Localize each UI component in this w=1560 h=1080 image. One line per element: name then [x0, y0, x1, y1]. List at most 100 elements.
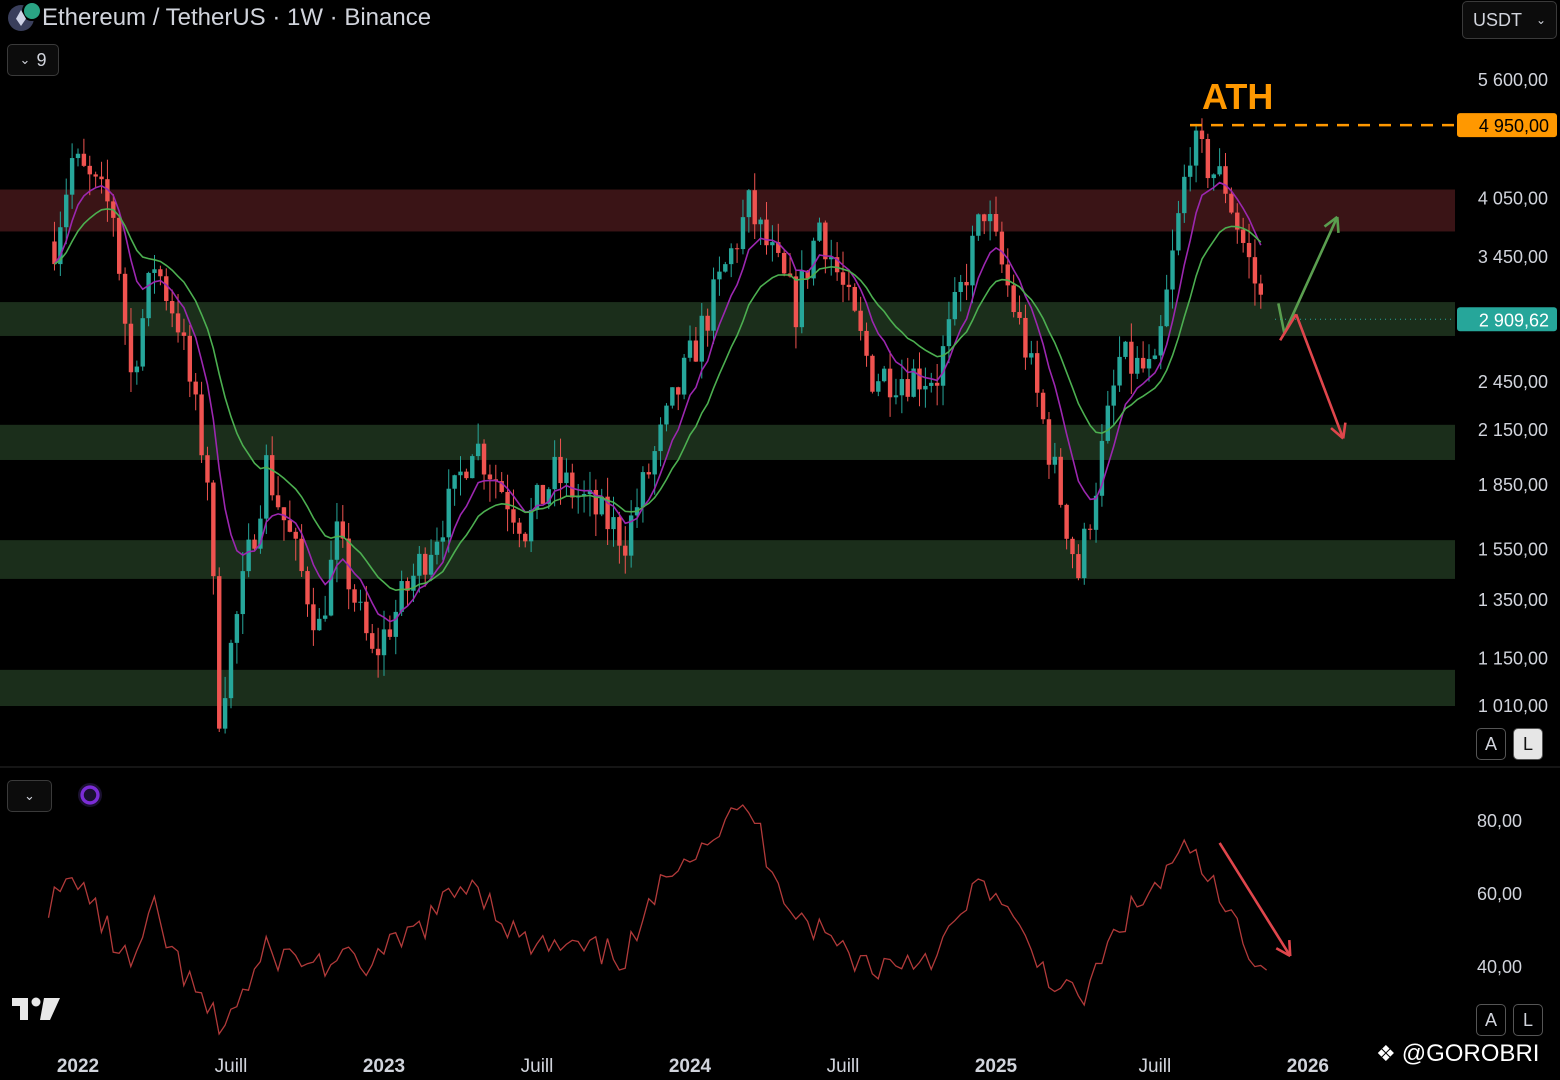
tradingview-logo-icon — [12, 997, 60, 1020]
candle — [305, 566, 310, 617]
candle — [281, 507, 287, 541]
candle — [740, 199, 746, 255]
candle — [699, 303, 704, 379]
candle-body — [1152, 355, 1158, 359]
bearish-projection-arrow-head — [1341, 422, 1347, 439]
candle — [175, 294, 181, 343]
log-scale-button[interactable]: L — [1513, 728, 1543, 760]
candle — [1087, 524, 1093, 540]
candle — [1252, 239, 1258, 306]
auto-scale-button[interactable]: A — [1476, 728, 1506, 760]
candle — [693, 327, 699, 362]
ath-label: ATH — [1202, 76, 1273, 117]
candle-body — [228, 642, 234, 699]
candle-body — [999, 231, 1005, 265]
symbol-title[interactable]: Ethereum / TetherUS · 1W · Binance — [42, 4, 432, 31]
candle — [999, 221, 1005, 274]
candle — [793, 270, 799, 349]
candle-body — [893, 395, 899, 398]
resistance-zone-0 — [0, 189, 1455, 232]
indicators-toggle[interactable]: ⌄ 9 — [7, 44, 59, 76]
candle — [428, 539, 434, 582]
candle — [658, 417, 663, 467]
candle — [734, 243, 740, 263]
candle-body — [269, 455, 275, 496]
indicator-count: 9 — [36, 49, 47, 70]
candle-body — [281, 507, 287, 521]
candle — [440, 520, 446, 561]
candle — [122, 267, 128, 345]
candle-body — [770, 242, 775, 246]
rsi-tick-label: 80,00 — [1477, 811, 1522, 831]
candle — [146, 271, 151, 327]
candle-body — [617, 517, 622, 546]
candle-body — [399, 581, 404, 612]
candle — [823, 220, 828, 274]
candle — [140, 309, 145, 371]
candle-body — [1064, 504, 1069, 539]
candle — [169, 289, 175, 328]
ethereum-icon — [8, 1, 42, 31]
candle — [940, 335, 946, 406]
candle — [681, 353, 687, 400]
candle-body — [881, 368, 887, 382]
ema-fast-line — [53, 181, 1262, 623]
candle — [858, 296, 863, 341]
candle-body — [734, 248, 740, 250]
candle-body — [422, 553, 428, 575]
candle — [929, 372, 934, 393]
candle-body — [487, 474, 493, 480]
candle — [776, 223, 781, 258]
candle-body — [870, 355, 875, 392]
candle-body — [99, 176, 104, 180]
time-tick-label: 2026 — [1287, 1056, 1329, 1077]
candle-body — [1105, 405, 1111, 441]
bullish-projection-tail — [1277, 303, 1286, 334]
candle — [187, 324, 193, 398]
candle-body — [746, 190, 752, 218]
currency-select[interactable]: USDT ⌄ — [1462, 1, 1557, 39]
candle-body — [558, 456, 563, 484]
candle-body — [140, 318, 145, 367]
rsi-log-scale-button[interactable]: L — [1513, 1004, 1543, 1036]
candle-body — [75, 153, 81, 159]
candle-body — [364, 601, 369, 634]
time-tick-label: Juill — [1139, 1056, 1172, 1077]
support-zone-2 — [0, 424, 1455, 460]
candle — [1129, 323, 1134, 394]
candle — [1205, 133, 1211, 189]
candle-body — [911, 368, 916, 397]
candle-body — [1135, 357, 1140, 374]
candle-body — [705, 315, 710, 331]
chevron-down-icon: ⌄ — [24, 788, 35, 803]
candle — [411, 563, 416, 603]
candle — [870, 354, 875, 394]
candle — [881, 365, 887, 383]
tether-icon — [22, 1, 42, 21]
candle-body — [823, 222, 828, 260]
candle — [1082, 522, 1087, 585]
candle — [116, 214, 122, 281]
candle-body — [158, 269, 163, 277]
rsi-auto-scale-button[interactable]: A — [1476, 1004, 1506, 1036]
candle — [158, 265, 163, 286]
candle — [475, 423, 481, 461]
candle-body — [1252, 257, 1258, 284]
candle-body — [1129, 341, 1134, 374]
candle-body — [1040, 392, 1046, 420]
candle-body — [258, 518, 263, 549]
candle — [899, 359, 905, 414]
support-zone-3 — [0, 540, 1455, 579]
rsi-sync-icon[interactable] — [78, 783, 102, 807]
candle — [1176, 200, 1181, 256]
candle-body — [976, 214, 981, 236]
candle — [964, 263, 969, 301]
pane-collapse-button[interactable]: ⌄ — [7, 780, 52, 812]
candle — [69, 143, 75, 209]
candle-body — [393, 611, 398, 637]
candle — [670, 387, 675, 409]
price-tick-label: 4 050,00 — [1478, 188, 1548, 208]
candle-body — [905, 379, 910, 397]
candle-body — [611, 517, 616, 530]
